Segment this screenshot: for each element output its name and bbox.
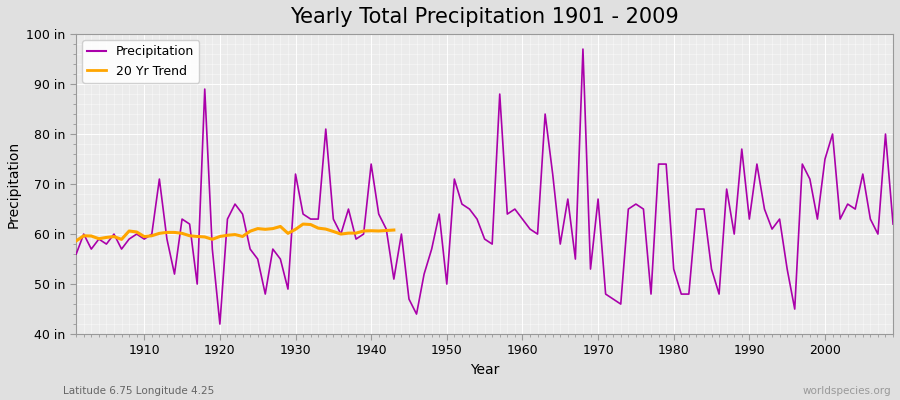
Y-axis label: Precipitation: Precipitation <box>7 140 21 228</box>
Text: Latitude 6.75 Longitude 4.25: Latitude 6.75 Longitude 4.25 <box>63 386 214 396</box>
Text: worldspecies.org: worldspecies.org <box>803 386 891 396</box>
X-axis label: Year: Year <box>470 363 500 377</box>
Legend: Precipitation, 20 Yr Trend: Precipitation, 20 Yr Trend <box>83 40 200 82</box>
Title: Yearly Total Precipitation 1901 - 2009: Yearly Total Precipitation 1901 - 2009 <box>290 7 679 27</box>
